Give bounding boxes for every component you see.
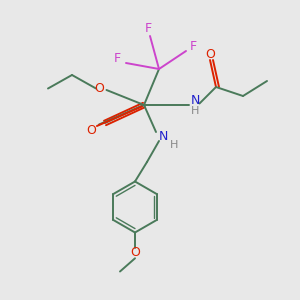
Text: H: H: [170, 140, 178, 151]
Text: N: N: [159, 130, 168, 143]
Text: O: O: [205, 47, 215, 61]
Text: H: H: [191, 106, 199, 116]
Text: F: F: [113, 52, 121, 65]
Text: F: F: [145, 22, 152, 35]
Text: O: O: [130, 246, 140, 260]
Text: N: N: [190, 94, 200, 107]
Text: F: F: [190, 40, 197, 53]
Text: O: O: [87, 124, 96, 137]
Text: O: O: [94, 82, 104, 95]
